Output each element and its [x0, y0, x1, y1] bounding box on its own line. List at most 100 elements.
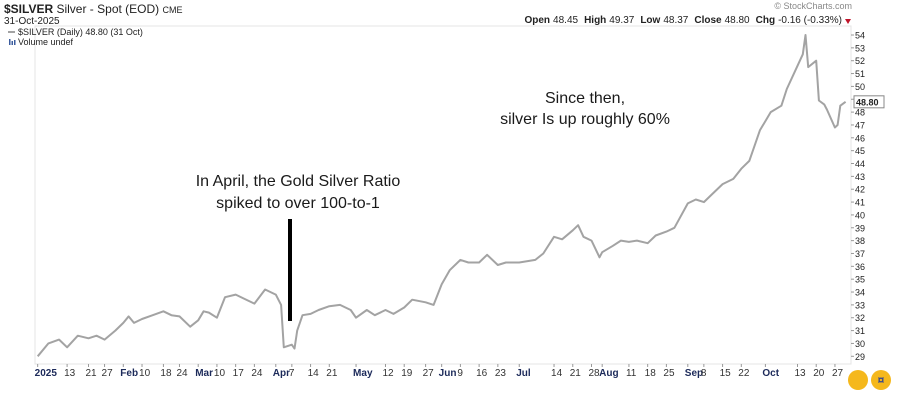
down-arrow: [845, 19, 851, 24]
coin-icon: [871, 370, 891, 390]
y-tick-label: 36: [855, 262, 865, 272]
x-tick-label: 25: [663, 368, 675, 379]
coin-icon: [848, 370, 868, 390]
x-tick-label: 2025: [35, 368, 58, 379]
x-tick-label: 10: [214, 368, 226, 379]
y-tick-label: 46: [855, 133, 865, 143]
quote: Open 48.45 High 49.37 Low 48.37 Close 48.80 Chg -…: [524, 15, 842, 26]
quote-label: Chg: [756, 15, 775, 26]
y-tick-label: 45: [855, 146, 865, 156]
y-tick-label: 39: [855, 223, 865, 233]
y-tick-label: 50: [855, 82, 865, 92]
y-tick-label: 30: [855, 339, 865, 349]
quote-value: 48.45: [553, 15, 578, 26]
x-tick-label: 24: [176, 368, 188, 379]
plot-frame: [34, 25, 852, 365]
y-tick-label: 40: [855, 210, 865, 220]
y-tick-label: 31: [855, 326, 865, 336]
x-tick-label: 9: [457, 368, 463, 379]
annotation: Since then,: [545, 90, 625, 107]
x-tick-label: Mar: [195, 368, 213, 379]
y-tick-label: 48: [855, 108, 865, 118]
y-tick-label: 37: [855, 249, 865, 259]
x-tick-label: 7: [289, 368, 295, 379]
exchange: CME: [163, 5, 183, 15]
x-tick-label: Jun: [439, 368, 457, 379]
coin-icon: ¤: [878, 373, 885, 387]
x-tick-label: 27: [102, 368, 114, 379]
price-line: [36, 34, 847, 357]
y-tick-label: 34: [855, 288, 865, 298]
x-tick-label: 13: [64, 368, 76, 379]
quote-label: High: [584, 15, 606, 26]
x-tick-label: Oct: [762, 368, 779, 379]
x-tick-label: 19: [401, 368, 413, 379]
x-tick-label: 11: [626, 368, 637, 379]
chart-date: 31-Oct-2025: [4, 16, 60, 27]
x-tick-label: 20: [813, 368, 825, 379]
x-tick-label: 15: [720, 368, 732, 379]
annotation-bar: [288, 219, 292, 321]
price-tag: [853, 95, 885, 109]
x-tick-label: 17: [233, 368, 245, 379]
x-tick-label: 12: [382, 368, 394, 379]
symbol: $SILVER: [4, 2, 53, 16]
annotation: spiked to over 100-to-1: [216, 195, 380, 212]
x-tick-label: 16: [476, 368, 488, 379]
y-tick-label: 29: [855, 352, 865, 362]
x-tick-label: 21: [570, 368, 582, 379]
price-tag-label: 48.80: [856, 97, 879, 107]
x-tick-label: 27: [423, 368, 435, 379]
x-tick-label: 10: [139, 368, 151, 379]
y-tick-label: 38: [855, 236, 865, 246]
x-tick-label: 28: [588, 368, 600, 379]
x-tick-label: May: [353, 368, 373, 379]
x-tick-label: 18: [160, 368, 172, 379]
y-tick-label: 35: [855, 275, 865, 285]
y-tick-label: 42: [855, 185, 865, 195]
y-tick-label: 33: [855, 300, 865, 310]
quote-value: 48.80: [725, 15, 750, 26]
annotation: In April, the Gold Silver Ratio: [196, 173, 401, 190]
x-tick-label: Feb: [120, 368, 138, 379]
x-tick-label: Sep: [685, 368, 703, 379]
volume-icon: [14, 40, 16, 45]
y-tick-label: 51: [855, 69, 865, 79]
y-tick-label: 43: [855, 172, 865, 182]
y-tick-label: 54: [855, 30, 865, 40]
volume-label: Volume undef: [18, 37, 74, 47]
y-tick-label: 53: [855, 43, 865, 53]
quote-value: 49.37: [609, 15, 634, 26]
chart-header: $SILVER Silver - Spot (EOD) CME: [4, 2, 183, 16]
x-tick-label: 8: [701, 368, 707, 379]
x-tick-label: Jul: [516, 368, 531, 379]
y-tick-label: 47: [855, 120, 865, 130]
x-tick-label: 23: [495, 368, 507, 379]
y-tick-label: 32: [855, 313, 865, 323]
x-tick-label: Aug: [599, 368, 618, 379]
quote-value: 48.37: [663, 15, 688, 26]
x-tick-label: 13: [794, 368, 806, 379]
x-tick-label: 21: [326, 368, 338, 379]
y-tick-label: 44: [855, 159, 865, 169]
quote-label: Close: [694, 15, 722, 26]
x-tick-label: 27: [832, 368, 844, 379]
x-tick-label: 14: [551, 368, 563, 379]
y-tick-label: 52: [855, 56, 865, 66]
quote-label: Open: [524, 15, 550, 26]
x-tick-label: 14: [308, 368, 320, 379]
x-tick-label: 18: [645, 368, 657, 379]
legend-label: $SILVER (Daily) 48.80 (31 Oct): [18, 27, 143, 37]
x-tick-label: 24: [251, 368, 263, 379]
x-tick-label: 22: [738, 368, 750, 379]
x-tick-label: Apr: [273, 368, 290, 379]
credit: © StockCharts.com: [774, 1, 852, 11]
x-tick-label: 21: [86, 368, 98, 379]
volume-icon: [11, 41, 13, 45]
chart-title: Silver - Spot (EOD): [56, 2, 159, 16]
quote-label: Low: [640, 15, 660, 26]
volume-icon: [9, 39, 11, 45]
y-tick-label: 41: [855, 198, 865, 208]
